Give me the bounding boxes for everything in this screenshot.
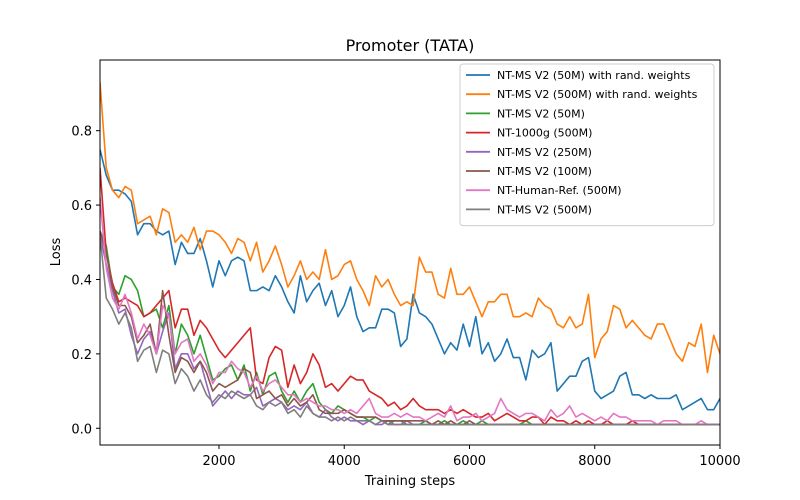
y-tick-label: 0.0 bbox=[71, 422, 92, 437]
plot-frame bbox=[99, 59, 721, 446]
legend-label: NT-MS V2 (250M) bbox=[497, 146, 592, 159]
legend-label: NT-MS V2 (500M) bbox=[497, 203, 592, 216]
x-tick-label: 4000 bbox=[328, 454, 361, 469]
legend-box bbox=[459, 63, 715, 227]
y-axis-ticks: 0.0 0.2 0.4 0.6 0.8 bbox=[71, 125, 100, 437]
x-tick-label: 8000 bbox=[578, 454, 611, 469]
chart-title: Promoter (TATA) bbox=[346, 36, 475, 55]
y-tick-label: 0.2 bbox=[71, 348, 92, 363]
legend-label: NT-1000g (500M) bbox=[497, 127, 592, 140]
legend-label: NT-MS V2 (50M) with rand. weights bbox=[497, 69, 691, 82]
series-line-1 bbox=[100, 149, 720, 411]
x-tick-label: 6000 bbox=[453, 454, 486, 469]
y-tick-label: 0.6 bbox=[71, 199, 92, 214]
x-axis-label: Training steps bbox=[364, 474, 456, 489]
legend-label: NT-MS V2 (50M) bbox=[497, 107, 585, 120]
legend-label: NT-MS V2 (500M) with rand. weights bbox=[497, 88, 698, 101]
x-tick-label: 2000 bbox=[202, 454, 235, 469]
legend: NT-MS V2 (50M) with rand. weights NT-MS V… bbox=[459, 63, 715, 227]
x-axis-ticks: 2000 4000 6000 8000 10000 bbox=[202, 445, 741, 469]
y-axis-label: Loss bbox=[49, 238, 64, 267]
y-tick-label: 0.4 bbox=[71, 273, 92, 288]
series-line-8 bbox=[100, 234, 720, 426]
series-line-7 bbox=[100, 197, 720, 426]
y-tick-label: 0.8 bbox=[71, 125, 92, 140]
x-tick-label: 10000 bbox=[699, 454, 740, 469]
series-line-2 bbox=[100, 82, 720, 374]
legend-label: NT-MS V2 (100M) bbox=[497, 165, 592, 178]
plot-lines bbox=[100, 82, 720, 426]
legend-label: NT-Human-Ref. (500M) bbox=[497, 184, 622, 197]
